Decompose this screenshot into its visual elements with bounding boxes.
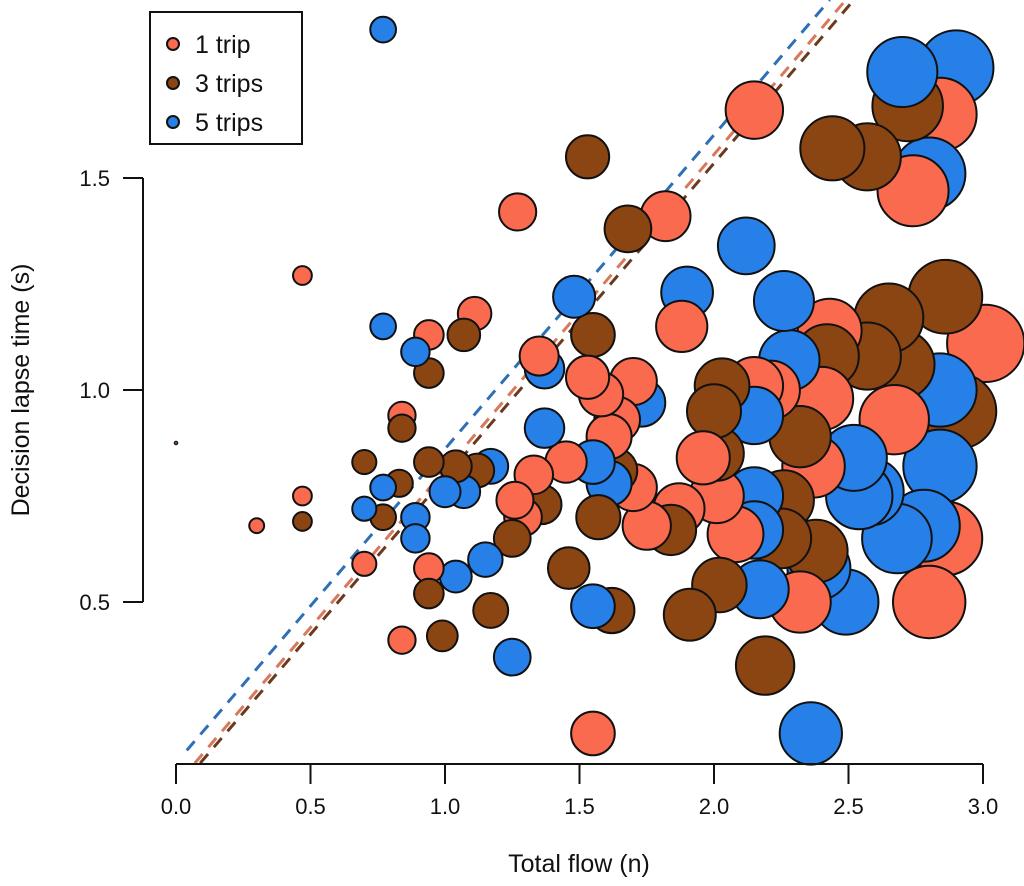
data-point <box>570 312 616 358</box>
data-point <box>472 592 510 629</box>
data-point <box>552 274 597 319</box>
data-point <box>292 485 313 507</box>
data-point <box>570 710 616 757</box>
data-point <box>495 480 535 520</box>
data-point <box>892 564 967 640</box>
data-point <box>603 204 653 254</box>
legend-label: 3 trips <box>195 70 263 98</box>
data-point <box>425 619 459 653</box>
y-tick-label: 1.5 <box>79 166 110 191</box>
data-point <box>724 80 785 140</box>
data-point <box>467 541 504 578</box>
data-point <box>369 312 397 341</box>
data-point <box>292 265 313 286</box>
x-tick-label: 0.0 <box>161 794 192 819</box>
data-point <box>752 269 815 332</box>
data-point <box>438 559 473 594</box>
data-point <box>655 299 709 354</box>
data-point <box>498 192 538 232</box>
reference-lines <box>185 0 856 765</box>
data-point <box>387 413 417 443</box>
x-tick-label: 3.0 <box>968 794 999 819</box>
data-point <box>799 115 866 182</box>
data-point <box>518 335 560 377</box>
data-point <box>492 519 532 558</box>
y-axis: 0.5 1.0 1.5 Decision lapse time (s) <box>7 166 144 615</box>
data-point <box>492 637 532 677</box>
x-tick-label: 0.5 <box>295 794 326 819</box>
data-point <box>662 587 717 642</box>
reference-line <box>185 0 831 752</box>
data-point <box>716 216 776 276</box>
data-point <box>564 134 611 180</box>
data-point <box>173 440 179 446</box>
data-point <box>523 407 566 449</box>
data-point <box>686 383 742 440</box>
data-point <box>778 701 843 766</box>
legend-marker <box>166 76 180 90</box>
data-point <box>369 15 397 44</box>
x-axis-title: Total flow (n) <box>508 850 650 878</box>
data-point <box>413 446 445 478</box>
data-point <box>734 635 796 696</box>
data-point <box>400 336 431 368</box>
x-tick-label: 1.0 <box>430 794 461 819</box>
legend-label: 1 trip <box>195 31 251 59</box>
y-axis-title: Decision lapse time (s) <box>7 264 35 517</box>
data-point <box>351 449 378 476</box>
legend-label: 5 trips <box>195 109 263 137</box>
data-points <box>173 15 1024 766</box>
y-tick-label: 0.5 <box>79 590 110 615</box>
data-point <box>369 473 397 502</box>
legend-marker <box>166 115 180 129</box>
legend: 1 trip 3 trips 5 trips <box>149 11 303 145</box>
data-point <box>248 517 266 535</box>
data-point <box>866 35 939 109</box>
data-point <box>575 494 622 541</box>
data-point <box>428 475 462 509</box>
data-point <box>387 625 417 655</box>
data-point <box>400 523 431 554</box>
data-point <box>292 511 313 532</box>
data-point <box>351 550 378 577</box>
data-point <box>546 546 591 590</box>
data-point <box>564 354 611 400</box>
data-point <box>351 495 378 522</box>
legend-marker <box>166 37 180 51</box>
data-point <box>570 583 616 630</box>
x-tick-label: 1.5 <box>564 794 595 819</box>
data-point <box>413 577 445 610</box>
x-tick-label: 2.5 <box>833 794 864 819</box>
x-axis: 0.0 0.5 1.0 1.5 2.0 2.5 3.0 Total flow (n) <box>161 763 999 878</box>
data-point <box>675 430 731 486</box>
y-tick-label: 1.0 <box>79 378 110 403</box>
data-point <box>446 317 482 353</box>
x-tick-label: 2.0 <box>699 794 730 819</box>
